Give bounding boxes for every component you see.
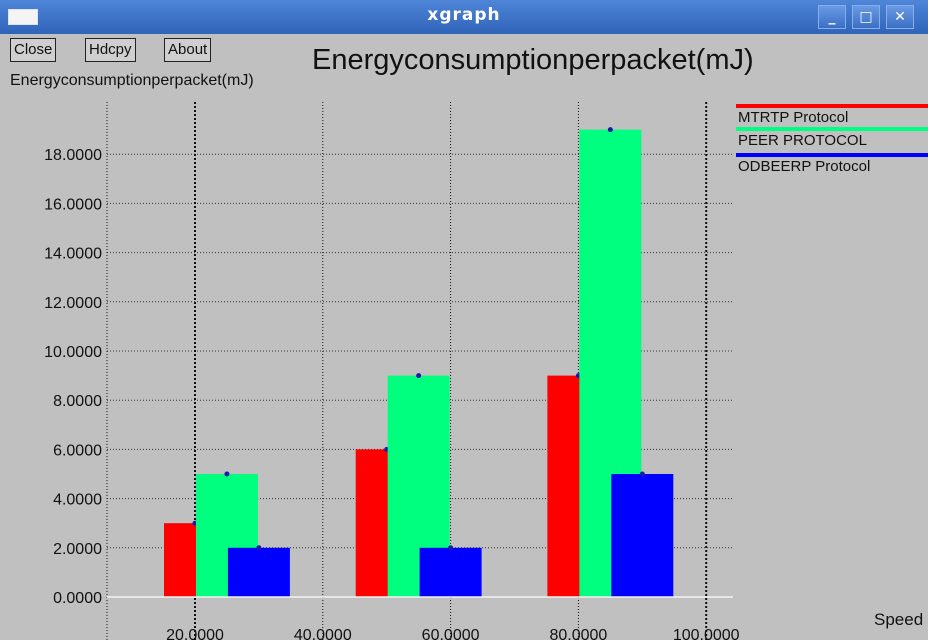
x-tick-label: 20.0000 — [166, 627, 224, 640]
window-titlebar: xgraph _ □ ✕ — [0, 0, 928, 34]
hdcpy-button[interactable]: Hdcpy — [85, 38, 136, 62]
bar-point-marker — [256, 545, 262, 551]
x-tick-label: 60.0000 — [422, 627, 480, 640]
y-axis-title: Energyconsumptionperpacket(mJ) — [10, 72, 254, 89]
x-axis-title: Speed — [874, 610, 923, 629]
chart-title: Energyconsumptionperpacket(mJ) — [312, 44, 754, 76]
y-tick-label: 12.0000 — [44, 295, 102, 312]
bar — [611, 474, 674, 597]
legend-label: MTRTP Protocol — [738, 109, 848, 126]
y-tick-label: 14.0000 — [44, 246, 102, 263]
y-tick-label: 8.0000 — [53, 393, 102, 410]
y-tick-label: 16.0000 — [44, 196, 102, 213]
bar-point-marker — [416, 373, 422, 379]
y-tick-label: 0.0000 — [53, 590, 102, 607]
y-tick-label: 2.0000 — [53, 541, 102, 558]
maximize-button[interactable]: □ — [852, 5, 880, 29]
x-tick-label: 80.0000 — [549, 627, 607, 640]
close-window-button[interactable]: ✕ — [886, 5, 914, 29]
close-button[interactable]: Close — [10, 38, 57, 62]
bar-point-marker — [607, 127, 613, 133]
bar-point-marker — [448, 545, 454, 551]
bar — [227, 547, 290, 597]
minimize-button[interactable]: _ — [818, 5, 846, 29]
y-tick-label: 10.0000 — [44, 344, 102, 361]
bar-point-marker — [639, 471, 645, 477]
x-tick-label: 100.0000 — [673, 627, 740, 640]
window-title: xgraph — [427, 5, 501, 25]
x-tick-label: 40.0000 — [294, 627, 352, 640]
y-tick-label: 6.0000 — [53, 442, 102, 459]
bar-point-marker — [224, 471, 230, 477]
window-menu-icon[interactable] — [8, 9, 38, 25]
y-tick-label: 4.0000 — [53, 492, 102, 509]
legend-label: PEER PROTOCOL — [738, 132, 867, 149]
bar — [419, 547, 482, 597]
legend-label: ODBEERP Protocol — [738, 158, 870, 175]
about-button[interactable]: About — [164, 38, 212, 62]
y-tick-label: 18.0000 — [44, 147, 102, 164]
